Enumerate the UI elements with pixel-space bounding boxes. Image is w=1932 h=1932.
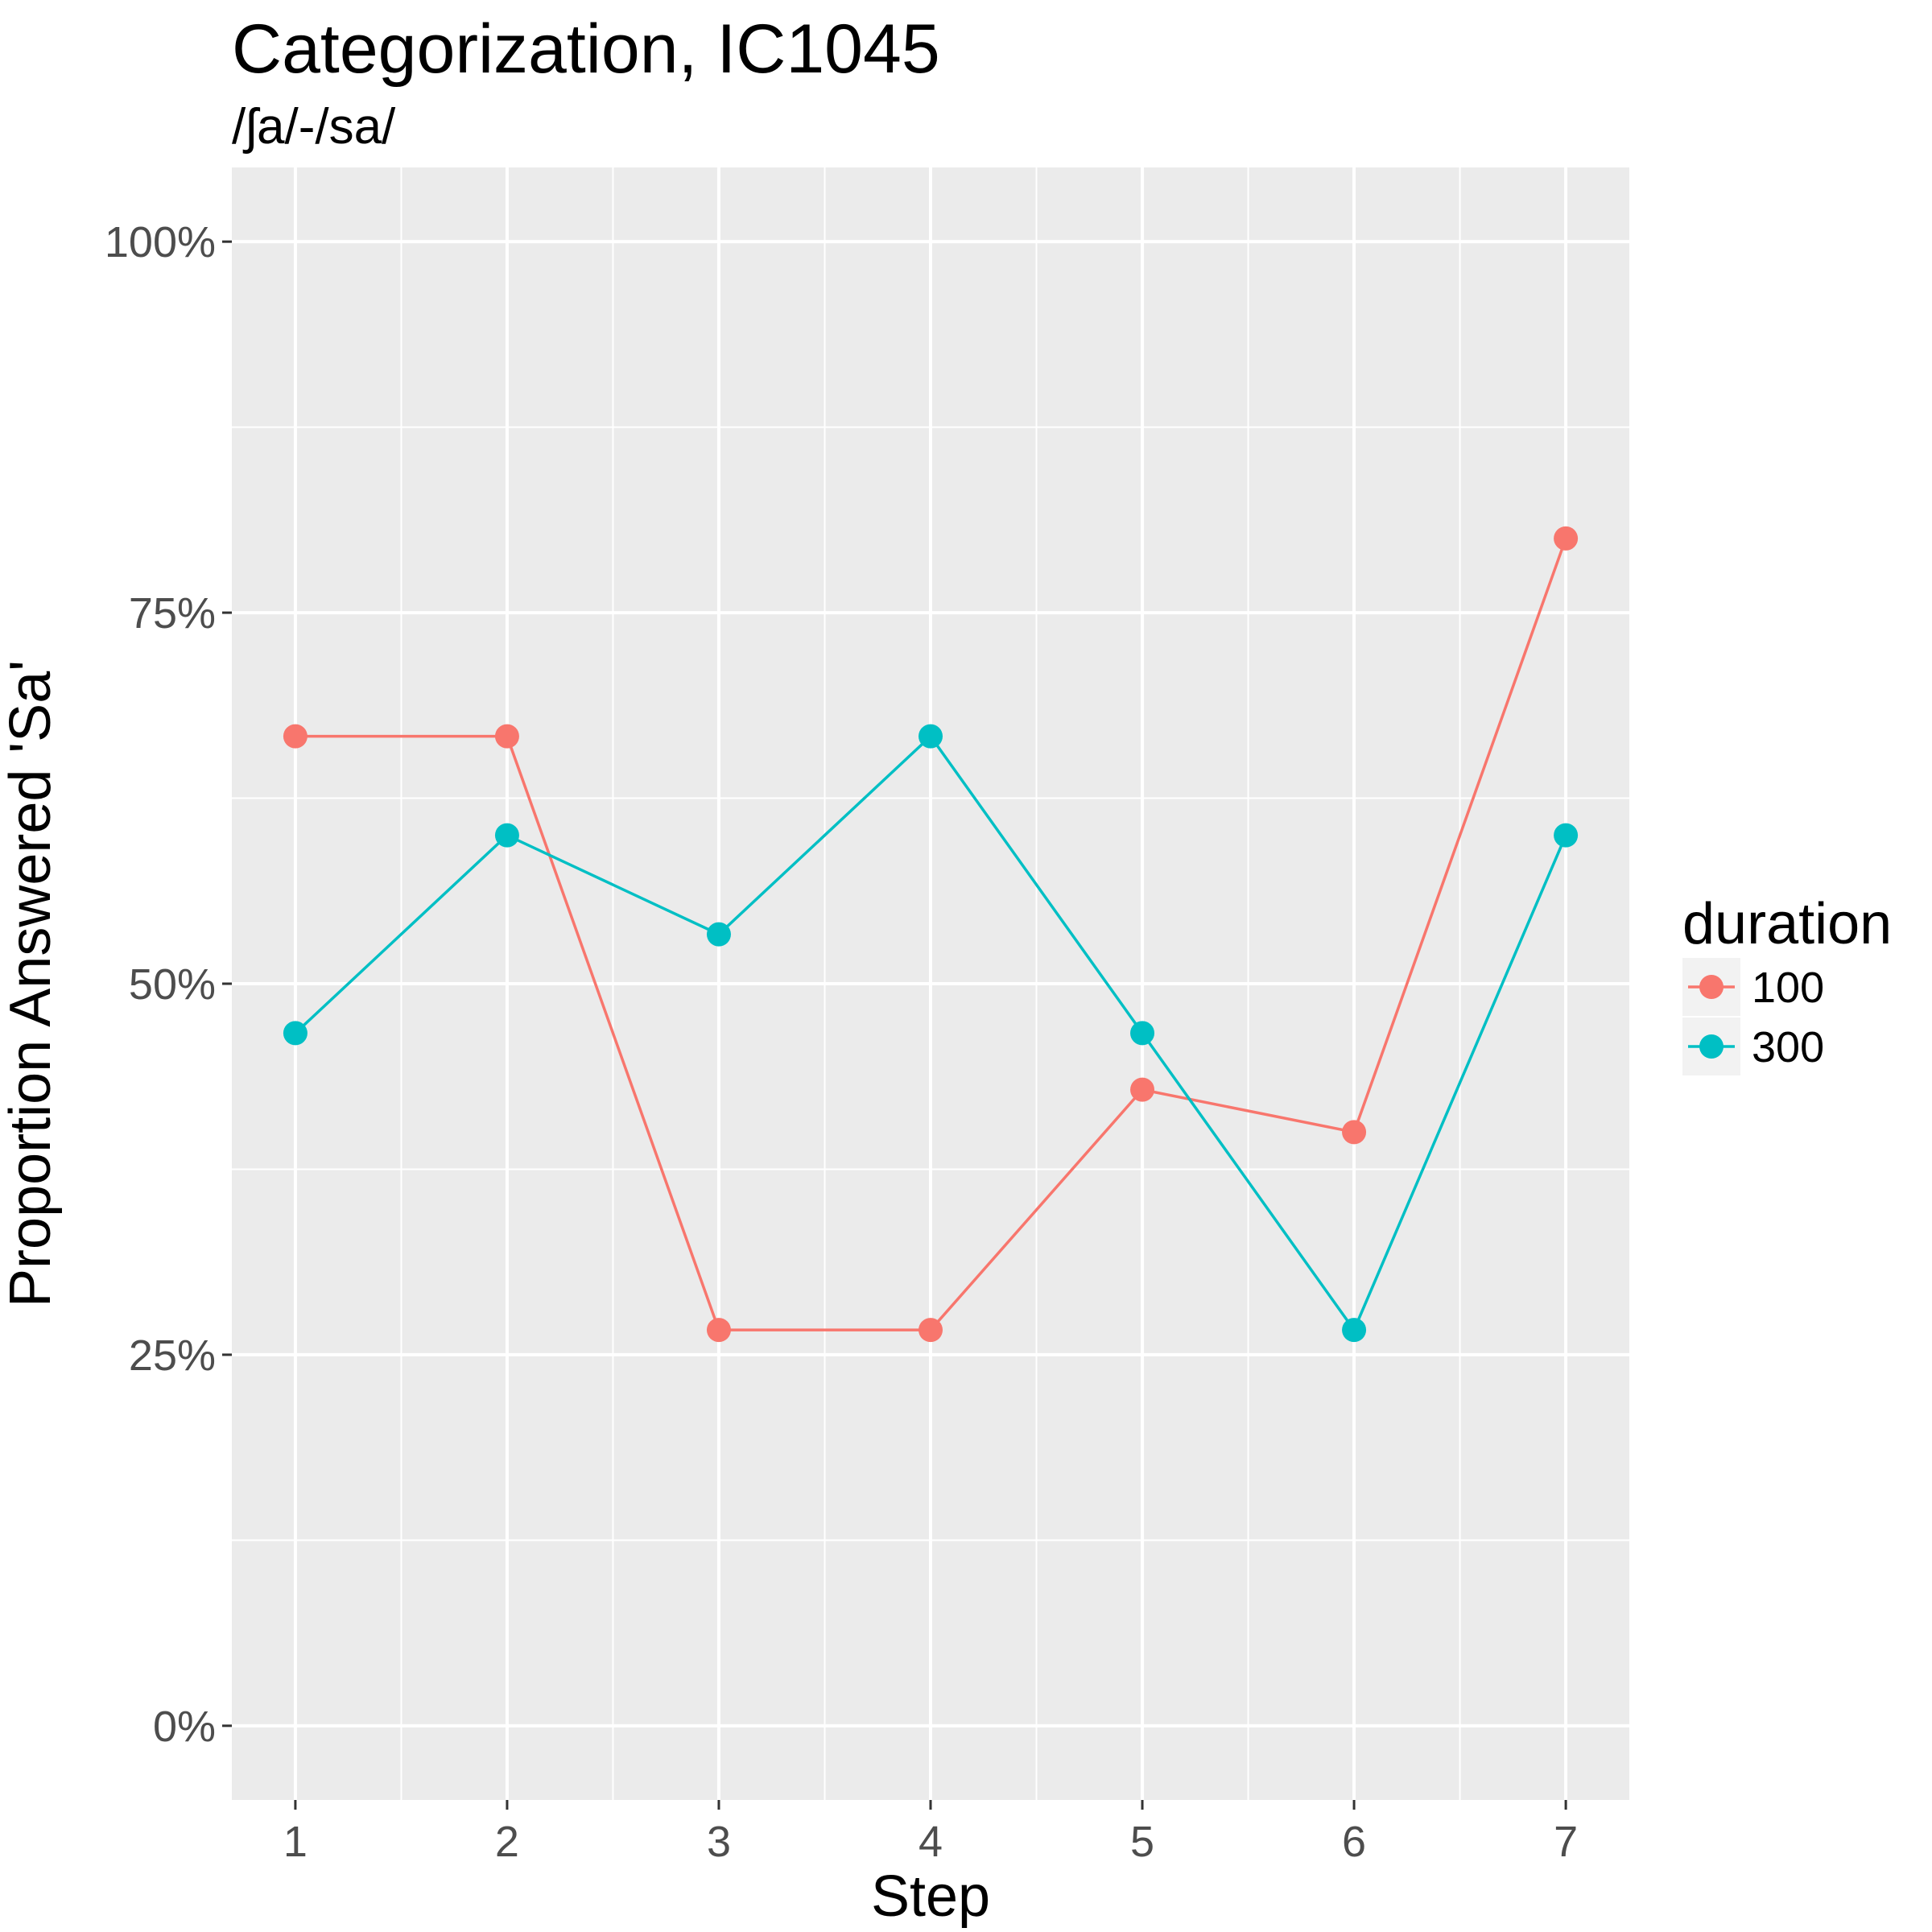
legend: duration 100 300 [1682, 892, 1892, 1075]
x-tick-label: 5 [1130, 1818, 1154, 1866]
y-tick-label: 50% [129, 960, 216, 1009]
legend-label: 100 [1752, 964, 1824, 1012]
data-point-300-step-4 [919, 724, 943, 749]
y-tick-label: 100% [105, 218, 216, 266]
data-point-100-step-4 [919, 1318, 943, 1343]
x-axis: 1 2 3 4 5 6 7 [283, 1800, 1578, 1866]
data-point-100-step-6 [1342, 1120, 1367, 1145]
x-tick-label: 2 [495, 1818, 519, 1866]
y-tick-label: 75% [129, 589, 216, 638]
legend-title: duration [1682, 892, 1892, 956]
data-point-100-step-7 [1554, 526, 1579, 551]
data-point-100-step-3 [706, 1318, 731, 1343]
x-tick-label: 3 [707, 1818, 731, 1866]
legend-key-point [1699, 1034, 1724, 1059]
grid-major [232, 167, 1629, 1800]
series-points [283, 526, 1579, 1343]
data-point-100-step-1 [283, 724, 308, 749]
x-tick-label: 1 [283, 1818, 308, 1866]
y-axis: 0% 25% 50% 75% 100% [105, 218, 232, 1751]
legend-key-point [1699, 975, 1724, 999]
data-point-300-step-7 [1554, 823, 1579, 848]
data-point-300-step-3 [706, 922, 731, 947]
data-point-300-step-5 [1130, 1021, 1155, 1046]
data-point-300-step-1 [283, 1021, 308, 1046]
legend-label: 300 [1752, 1023, 1824, 1071]
y-tick-label: 0% [153, 1703, 216, 1751]
x-tick-label: 6 [1342, 1818, 1366, 1866]
data-point-300-step-2 [494, 823, 519, 848]
data-point-300-step-6 [1342, 1318, 1367, 1343]
x-tick-label: 7 [1554, 1818, 1578, 1866]
chart-title: Categorization, IC1045 [232, 10, 940, 88]
y-tick-label: 25% [129, 1331, 216, 1380]
y-axis-title: Proportion Answered 'Sa' [0, 660, 63, 1307]
x-axis-title: Step [871, 1864, 990, 1929]
data-point-100-step-2 [494, 724, 519, 749]
chart-subtitle: /ʃa/-/sa/ [232, 99, 396, 155]
data-point-100-step-5 [1130, 1077, 1155, 1102]
x-tick-label: 4 [919, 1818, 943, 1866]
